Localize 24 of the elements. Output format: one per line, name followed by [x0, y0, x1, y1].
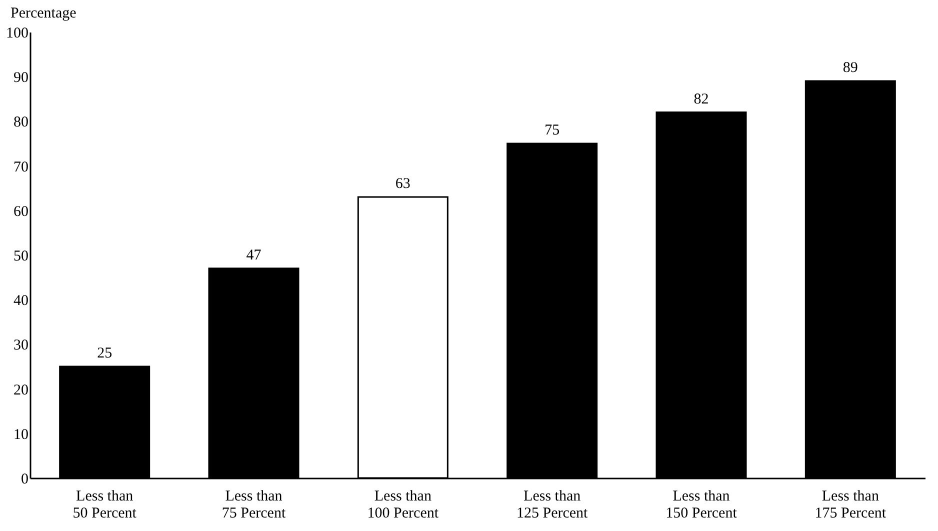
x-tick-label: Less than 50 Percent [72, 488, 138, 522]
y-tick-label: 20 [14, 382, 28, 398]
y-tick-label: 60 [14, 204, 28, 220]
y-tick-label: 90 [14, 70, 28, 86]
y-tick-label: 50 [14, 248, 28, 264]
data-label: 75 [544, 122, 560, 138]
x-tick-label: Less than 150 Percent [666, 488, 738, 522]
x-tick-label: Less than 100 Percent [367, 488, 440, 522]
y-tick-label: 0 [21, 472, 28, 488]
y-tick-label: 100 [6, 26, 28, 42]
y-tick-label: 80 [14, 114, 28, 131]
y-tick-label: 30 [14, 338, 28, 354]
y-axis-title: Percentage [10, 6, 77, 22]
x-tick-label: Less than 75 Percent [222, 488, 286, 522]
y-tick-label: 40 [14, 293, 28, 310]
data-label: 47 [246, 247, 262, 264]
data-label: 25 [97, 346, 112, 362]
x-tick-label: Less than 175 Percent [814, 488, 887, 522]
data-label: 63 [395, 176, 410, 192]
x-tick-label: Less than 125 Percent [516, 488, 589, 522]
data-label: 82 [694, 91, 709, 108]
y-tick-label: 70 [14, 159, 28, 176]
data-label: 89 [842, 60, 858, 76]
y-tick-label: 10 [14, 426, 28, 443]
